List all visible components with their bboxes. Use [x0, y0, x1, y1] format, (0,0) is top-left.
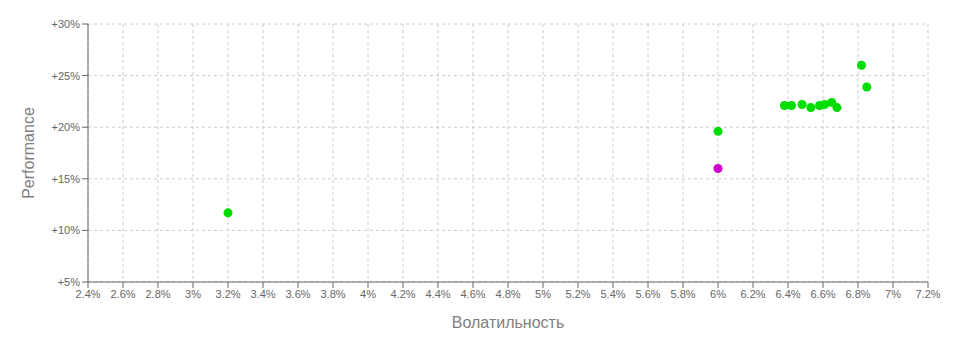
svg-text:4.2%: 4.2%: [390, 288, 415, 300]
svg-text:5.8%: 5.8%: [670, 288, 695, 300]
svg-text:5%: 5%: [535, 288, 551, 300]
svg-text:6.6%: 6.6%: [810, 288, 835, 300]
svg-text:4.6%: 4.6%: [460, 288, 485, 300]
svg-text:+30%: +30%: [52, 18, 81, 30]
svg-text:3.6%: 3.6%: [285, 288, 310, 300]
svg-text:+5%: +5%: [58, 276, 81, 288]
svg-text:2.6%: 2.6%: [110, 288, 135, 300]
svg-text:3.4%: 3.4%: [250, 288, 275, 300]
svg-text:6%: 6%: [710, 288, 726, 300]
svg-text:3%: 3%: [185, 288, 201, 300]
svg-text:Волатильность: Волатильность: [452, 314, 564, 331]
svg-text:7.2%: 7.2%: [915, 288, 940, 300]
svg-text:2.8%: 2.8%: [145, 288, 170, 300]
svg-text:5.4%: 5.4%: [600, 288, 625, 300]
svg-text:6.2%: 6.2%: [740, 288, 765, 300]
svg-text:+20%: +20%: [52, 121, 81, 133]
svg-text:6.8%: 6.8%: [845, 288, 870, 300]
svg-text:Performance: Performance: [20, 107, 37, 199]
svg-text:7%: 7%: [885, 288, 901, 300]
svg-text:2.4%: 2.4%: [75, 288, 100, 300]
svg-text:5.6%: 5.6%: [635, 288, 660, 300]
svg-text:5.2%: 5.2%: [565, 288, 590, 300]
svg-text:+10%: +10%: [52, 224, 81, 236]
svg-text:4.8%: 4.8%: [495, 288, 520, 300]
svg-text:+15%: +15%: [52, 173, 81, 185]
svg-text:6.4%: 6.4%: [775, 288, 800, 300]
svg-text:3.8%: 3.8%: [320, 288, 345, 300]
svg-text:+25%: +25%: [52, 70, 81, 82]
svg-text:3.2%: 3.2%: [215, 288, 240, 300]
svg-text:4%: 4%: [360, 288, 376, 300]
svg-text:4.4%: 4.4%: [425, 288, 450, 300]
